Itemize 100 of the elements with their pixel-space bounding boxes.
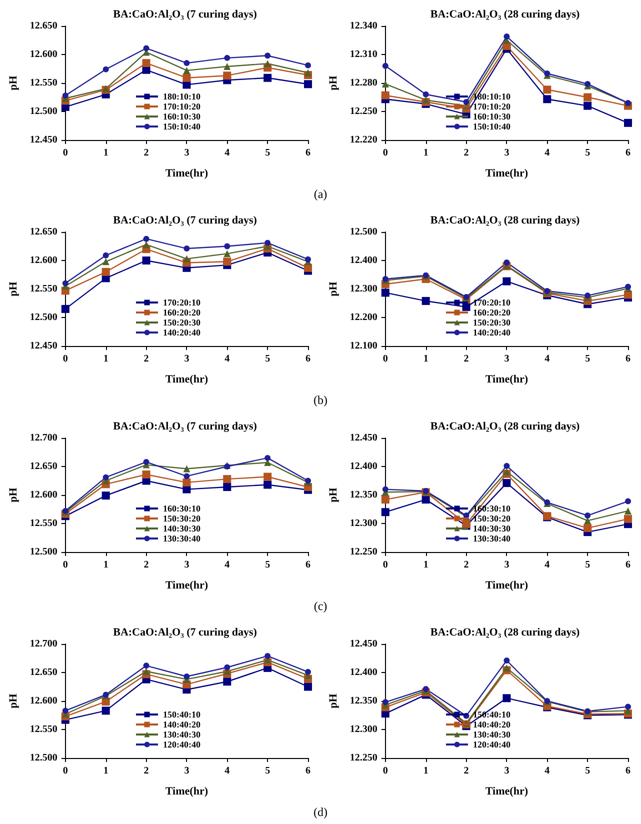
y-tick-label: 12.600 <box>30 696 58 706</box>
x-tick-label: 4 <box>544 148 550 158</box>
x-axis-title: Time(hr) <box>165 168 208 180</box>
x-tick-label: 6 <box>306 560 310 570</box>
y-tick-label: 12.280 <box>350 78 378 88</box>
y-tick-label: 12.700 <box>30 432 58 444</box>
point <box>382 699 388 706</box>
x-tick-label: 5 <box>265 148 270 158</box>
y-tick-label: 12.340 <box>350 20 378 32</box>
point <box>504 259 510 266</box>
point <box>183 66 190 74</box>
point <box>305 62 311 68</box>
point <box>143 458 150 465</box>
point <box>462 302 470 311</box>
y-tick-label: 12.650 <box>30 226 58 238</box>
x-tick-label: 0 <box>62 148 68 158</box>
point <box>381 91 390 100</box>
point <box>102 252 109 258</box>
y-tick-label: 12.550 <box>30 518 58 529</box>
x-tick-label: 6 <box>306 354 310 364</box>
x-tick-label: 3 <box>504 148 510 158</box>
point <box>183 465 190 472</box>
x-tick-label: 1 <box>103 148 108 158</box>
x-tick-label: 0 <box>382 766 388 776</box>
x-tick-label: 1 <box>423 766 428 776</box>
point <box>463 99 470 105</box>
point <box>264 74 272 82</box>
y-tick-label: 12.200 <box>350 312 378 323</box>
x-tick-label: 2 <box>144 560 149 570</box>
x-tick-label: 0 <box>382 148 388 158</box>
y-tick-label: 12.500 <box>30 546 58 558</box>
y-tick-label: 12.550 <box>30 78 58 88</box>
x-tick-label: 1 <box>423 560 428 570</box>
legend-label: 170:20:10 <box>163 298 201 308</box>
point <box>543 86 552 94</box>
text: (a) <box>312 186 328 203</box>
legend-label: 160:10:30 <box>163 112 201 122</box>
chart-title: BA:CaO:Al₂O₃ (7 curing days) <box>113 420 258 432</box>
point <box>305 668 311 675</box>
legend-label: 130:40:30 <box>473 730 511 740</box>
x-tick-label: 2 <box>464 766 469 776</box>
y-tick-label: 12.450 <box>30 340 58 352</box>
point <box>184 473 190 480</box>
y-tick-label: 12.550 <box>30 724 58 735</box>
x-tick-label: 6 <box>306 148 310 158</box>
point <box>223 72 232 80</box>
x-tick-label: 6 <box>626 766 630 776</box>
y-tick-label: 12.500 <box>30 752 58 764</box>
y-tick-label: 12.650 <box>30 461 58 472</box>
point <box>223 678 232 686</box>
x-tick-label: 0 <box>62 766 68 776</box>
text: (b) <box>312 392 328 409</box>
point <box>102 474 109 480</box>
legend-label: 160:10:30 <box>473 112 511 122</box>
x-tick-label: 6 <box>306 766 310 776</box>
point <box>102 258 110 266</box>
legend-label: 130:30:40 <box>473 534 511 544</box>
x-tick-label: 5 <box>265 560 270 570</box>
point <box>504 658 510 664</box>
y-tick-label: 12.500 <box>30 106 58 117</box>
x-axis-title: Time(hr) <box>485 580 528 592</box>
x-tick-label: 3 <box>504 560 510 570</box>
y-tick-label: 12.450 <box>350 432 378 444</box>
point <box>264 652 271 659</box>
point <box>381 496 390 504</box>
legend-label: 150:40:10 <box>163 710 201 720</box>
x-tick-label: 1 <box>103 766 108 776</box>
x-tick-label: 2 <box>144 354 149 364</box>
x-tick-label: 0 <box>62 354 68 364</box>
y-axis-title: pH <box>8 281 20 296</box>
point <box>224 54 230 61</box>
point <box>224 62 231 70</box>
point <box>584 93 592 102</box>
x-tick-label: 4 <box>544 354 550 364</box>
point <box>142 59 150 68</box>
y-axis-title: pH <box>328 75 340 90</box>
x-tick-label: 6 <box>626 354 630 364</box>
point <box>102 268 110 276</box>
y-tick-label: 12.400 <box>350 667 378 678</box>
point <box>584 517 592 524</box>
y-tick-label: 12.600 <box>30 49 58 60</box>
point <box>142 470 150 478</box>
point <box>625 704 631 710</box>
y-tick-label: 12.350 <box>350 490 378 500</box>
point <box>184 60 190 66</box>
legend-label: 120:40:40 <box>163 740 201 750</box>
x-tick-label: 3 <box>504 766 510 776</box>
x-tick-label: 2 <box>144 766 149 776</box>
point <box>62 280 68 286</box>
x-tick-label: 3 <box>184 148 190 158</box>
x-tick-label: 5 <box>585 766 590 776</box>
point <box>381 508 390 516</box>
legend-label: 170:10:20 <box>163 102 201 112</box>
text: (c) <box>312 598 328 615</box>
point <box>143 662 150 669</box>
x-tick-label: 2 <box>464 560 469 570</box>
x-tick-label: 3 <box>504 354 510 364</box>
point <box>382 486 388 492</box>
x-tick-label: 2 <box>144 148 149 158</box>
point <box>264 480 272 489</box>
